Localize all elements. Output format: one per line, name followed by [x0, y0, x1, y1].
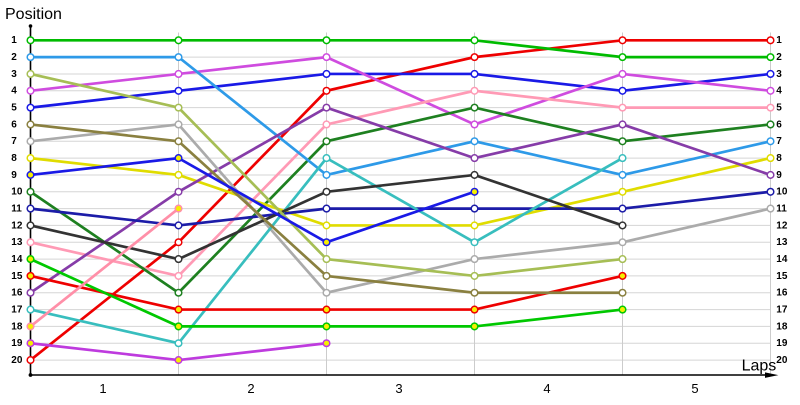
svg-text:3: 3 [395, 381, 402, 396]
svg-text:10: 10 [776, 187, 788, 198]
svg-text:18: 18 [776, 321, 788, 332]
svg-text:12: 12 [776, 220, 788, 231]
svg-text:11: 11 [11, 204, 22, 215]
svg-text:1: 1 [776, 35, 782, 46]
svg-text:20: 20 [776, 355, 788, 366]
svg-text:5: 5 [776, 103, 782, 114]
svg-text:11: 11 [776, 204, 787, 215]
svg-text:19: 19 [11, 338, 23, 349]
svg-text:4: 4 [776, 86, 782, 97]
svg-text:12: 12 [11, 220, 23, 231]
svg-text:1: 1 [99, 381, 106, 396]
svg-text:14: 14 [776, 254, 788, 265]
svg-text:8: 8 [11, 153, 17, 164]
svg-text:7: 7 [776, 136, 782, 147]
svg-text:17: 17 [11, 304, 23, 315]
svg-text:3: 3 [11, 69, 17, 80]
svg-text:13: 13 [776, 237, 788, 248]
svg-text:Laps: Laps [742, 358, 777, 375]
svg-text:9: 9 [776, 170, 782, 181]
svg-text:1: 1 [11, 35, 17, 46]
svg-text:2: 2 [247, 381, 254, 396]
svg-text:5: 5 [691, 381, 698, 396]
svg-text:8: 8 [776, 153, 782, 164]
svg-text:19: 19 [776, 338, 788, 349]
svg-text:20: 20 [11, 355, 23, 366]
svg-text:18: 18 [11, 321, 23, 332]
svg-text:10: 10 [11, 187, 23, 198]
svg-text:2: 2 [776, 52, 782, 63]
svg-text:2: 2 [11, 52, 17, 63]
svg-text:9: 9 [11, 170, 17, 181]
svg-text:7: 7 [11, 136, 17, 147]
svg-text:Position: Position [5, 6, 62, 23]
svg-text:4: 4 [11, 86, 17, 97]
svg-text:15: 15 [11, 271, 23, 282]
svg-text:16: 16 [11, 288, 23, 299]
svg-text:15: 15 [776, 271, 788, 282]
svg-text:6: 6 [11, 119, 17, 130]
svg-text:4: 4 [543, 381, 550, 396]
svg-text:5: 5 [11, 103, 17, 114]
svg-text:13: 13 [11, 237, 23, 248]
svg-text:17: 17 [776, 304, 788, 315]
svg-text:14: 14 [11, 254, 23, 265]
svg-text:6: 6 [776, 119, 782, 130]
svg-text:3: 3 [776, 69, 782, 80]
svg-text:16: 16 [776, 288, 788, 299]
